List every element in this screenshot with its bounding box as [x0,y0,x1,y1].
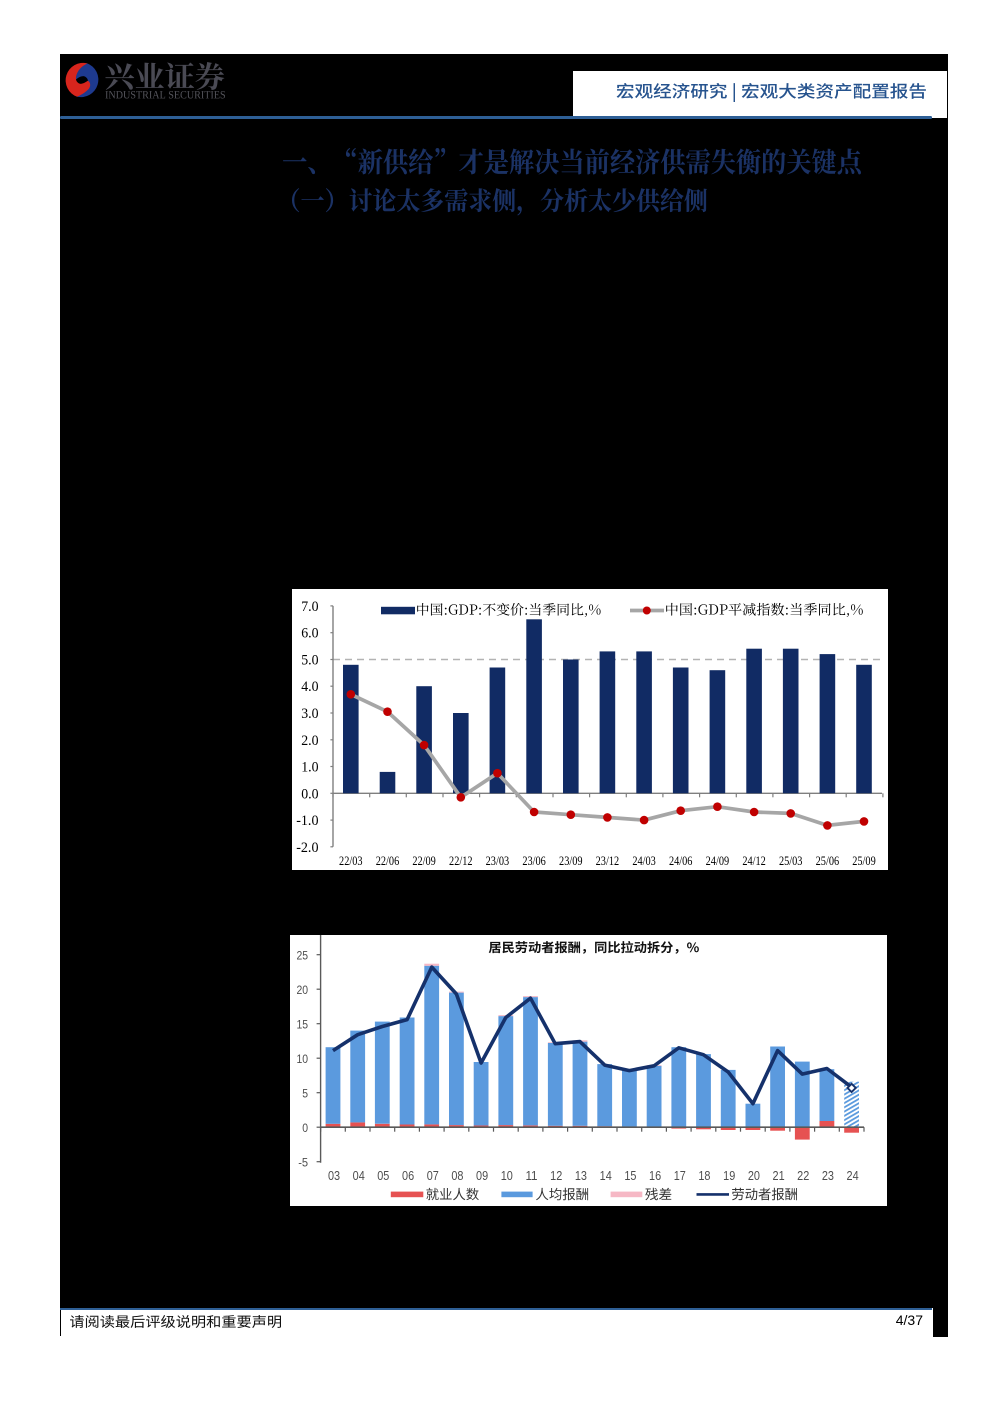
svg-text:23/06: 23/06 [522,853,546,868]
svg-text:25/06: 25/06 [815,853,839,868]
svg-text:18: 18 [698,1168,710,1183]
svg-text:23/03: 23/03 [485,853,509,868]
svg-text:21: 21 [773,1168,785,1183]
svg-text:23/12: 23/12 [595,853,619,868]
svg-text:04: 04 [353,1168,365,1183]
svg-text:19: 19 [723,1168,735,1183]
svg-text:23/09: 23/09 [559,853,583,868]
svg-text:-2.0: -2.0 [296,839,318,855]
svg-text:22/03: 22/03 [339,853,363,868]
svg-text:12: 12 [550,1168,562,1183]
svg-text:-5: -5 [298,1155,308,1169]
svg-text:24: 24 [847,1168,859,1183]
svg-text:25: 25 [297,948,309,962]
svg-text:08: 08 [451,1168,463,1183]
svg-text:17: 17 [674,1168,686,1183]
svg-text:24/09: 24/09 [705,853,729,868]
svg-text:25/09: 25/09 [852,853,876,868]
svg-text:5.0: 5.0 [301,652,318,668]
svg-text:24/12: 24/12 [742,853,766,868]
svg-text:05: 05 [377,1168,389,1183]
svg-text:20: 20 [748,1168,760,1183]
svg-text:0: 0 [302,1120,308,1134]
svg-text:4.0: 4.0 [301,679,318,695]
svg-text:24/03: 24/03 [632,853,656,868]
svg-text:1.0: 1.0 [301,759,318,775]
svg-text:10: 10 [297,1051,309,1065]
svg-text:11: 11 [525,1168,537,1183]
svg-text:0.0: 0.0 [301,786,318,802]
svg-text:22/09: 22/09 [412,853,436,868]
svg-text:24/06: 24/06 [668,853,692,868]
svg-text:10: 10 [501,1168,513,1183]
svg-text:03: 03 [328,1168,340,1183]
svg-text:2.0: 2.0 [301,732,318,748]
svg-text:09: 09 [476,1168,488,1183]
svg-text:15: 15 [624,1168,636,1183]
svg-text:13: 13 [575,1168,587,1183]
svg-text:15: 15 [297,1017,309,1031]
svg-text:-1.0: -1.0 [296,813,318,829]
svg-text:20: 20 [297,982,309,996]
svg-text:14: 14 [600,1168,612,1183]
svg-text:22/06: 22/06 [375,853,399,868]
svg-text:3.0: 3.0 [301,706,318,722]
svg-text:07: 07 [427,1168,439,1183]
svg-text:7.0: 7.0 [301,599,318,615]
svg-text:16: 16 [649,1168,661,1183]
svg-text:6.0: 6.0 [301,625,318,641]
svg-text:22: 22 [797,1168,809,1183]
svg-text:25/03: 25/03 [778,853,802,868]
svg-text:5: 5 [302,1086,308,1100]
svg-text:22/12: 22/12 [449,853,473,868]
svg-text:23: 23 [822,1168,834,1183]
svg-text:06: 06 [402,1168,414,1183]
